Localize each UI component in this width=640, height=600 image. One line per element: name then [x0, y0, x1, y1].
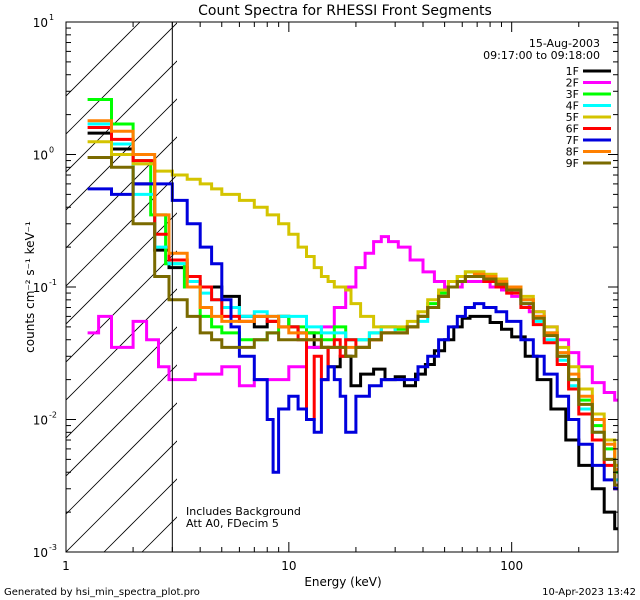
series-lines	[87, 98, 618, 531]
hatch-line	[66, 402, 177, 515]
annotation-attenuator: Att A0, FDecim 5	[186, 517, 279, 530]
hatch-line	[66, 174, 177, 287]
y-axis-label: counts cm⁻² s⁻¹ keV⁻¹	[23, 221, 37, 353]
legend-label-5f: 5F	[566, 111, 579, 124]
hatch-line	[66, 364, 177, 477]
chart-title: Count Spectra for RHESSI Front Segments	[198, 3, 492, 19]
series-line-7f	[87, 182, 618, 491]
hatch-line	[66, 22, 177, 135]
x-tick-label: 1	[62, 559, 70, 573]
legend-time-range: 09:17:00 to 09:18:00	[483, 49, 600, 62]
hatch-line	[66, 212, 177, 325]
legend-label-3f: 3F	[566, 88, 579, 101]
hatch-line	[66, 440, 177, 552]
x-tick-label: 100	[500, 559, 523, 573]
y-tick-label: 10	[33, 149, 48, 163]
y-tick-label-exponent: -3	[49, 543, 57, 552]
series-line-9f	[87, 156, 618, 487]
footer-timestamp: 10-Apr-2023 13:42	[542, 587, 636, 598]
legend-date: 15-Aug-2003	[529, 37, 600, 50]
y-tick-label: 10	[33, 281, 48, 295]
legend-label-6f: 6F	[566, 123, 579, 136]
footer-generated-by: Generated by hsi_min_spectra_plot.pro	[4, 587, 200, 598]
y-tick-label-exponent: -1	[49, 278, 57, 287]
series-line-5f	[87, 140, 618, 467]
hatch-line	[66, 22, 141, 97]
legend-label-9f: 9F	[566, 157, 579, 170]
legend: 15-Aug-2003 09:17:00 to 09:18:00 1F2F3F4…	[483, 37, 611, 170]
legend-label-8f: 8F	[566, 146, 579, 159]
legend-label-2f: 2F	[566, 77, 579, 90]
legend-label-1f: 1F	[566, 65, 579, 78]
y-tick-label: 10	[33, 16, 48, 30]
y-tick-label-exponent: -2	[49, 411, 57, 420]
x-axis-label: Energy (keV)	[304, 575, 381, 589]
y-tick-label: 10	[33, 546, 48, 560]
y-tick-label: 10	[33, 414, 48, 428]
legend-label-7f: 7F	[566, 134, 579, 147]
legend-label-4f: 4F	[566, 100, 579, 113]
y-tick-label-exponent: 0	[49, 146, 54, 155]
x-tick-label: 10	[281, 559, 296, 573]
y-tick-label-exponent: 1	[49, 13, 54, 22]
annotation-background: Includes Background	[186, 505, 301, 518]
hatch-line	[66, 60, 177, 173]
